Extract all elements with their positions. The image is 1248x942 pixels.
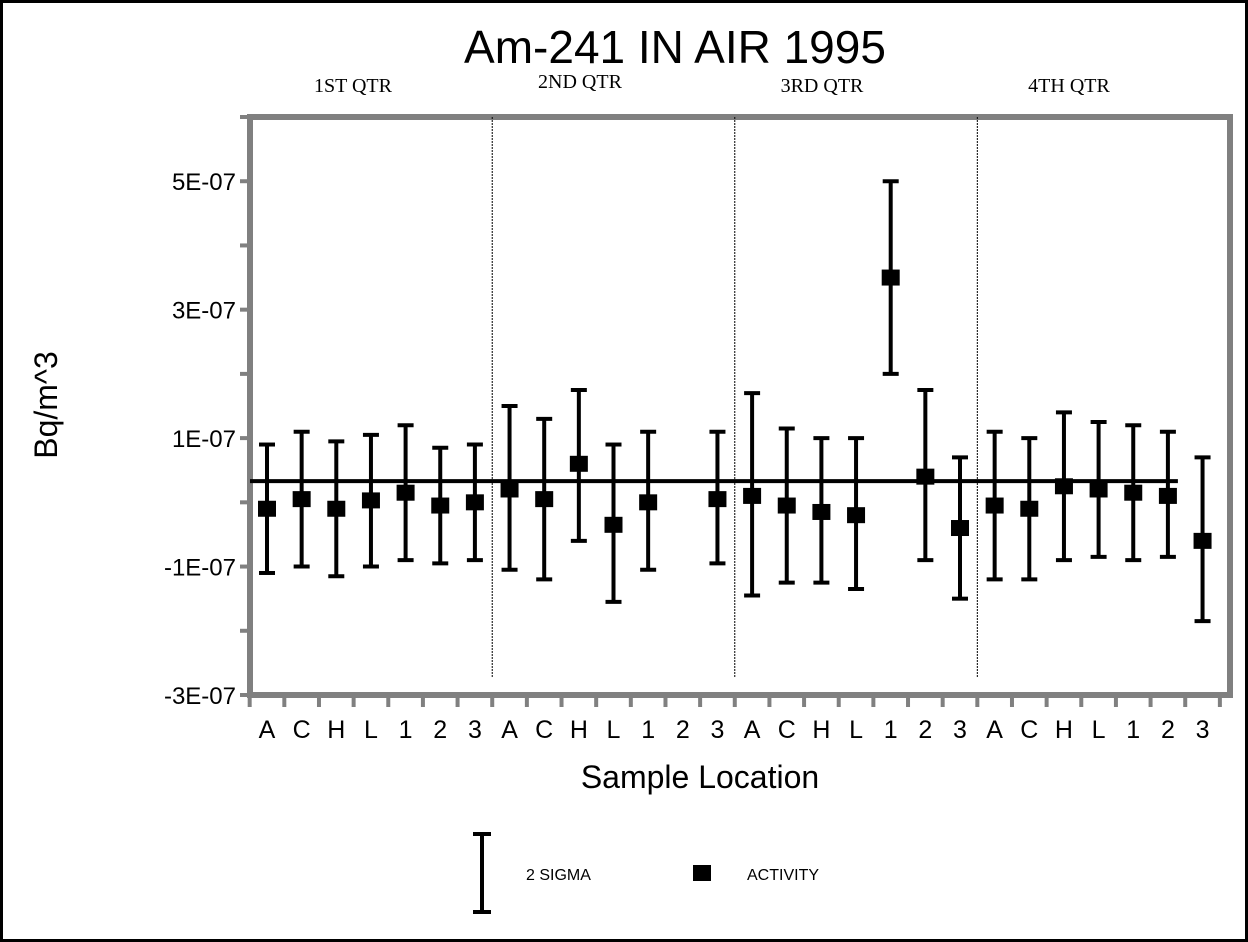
- x-tick-label: 2: [918, 716, 932, 744]
- activity-point: [881, 269, 900, 286]
- quarter-labels: 1ST QTR 2ND QTR 3RD QTR 4TH QTR: [314, 71, 1110, 97]
- x-tick-label: 3: [953, 716, 967, 744]
- activity-point: [500, 481, 519, 498]
- x-tick-label: C: [535, 716, 553, 744]
- legend-square-icon: [693, 865, 711, 881]
- quarter-label-4: 4TH QTR: [1028, 75, 1110, 97]
- activity-point: [1020, 500, 1039, 517]
- y-tick-label: -3E-07: [164, 683, 236, 710]
- activity-point: [361, 492, 380, 509]
- activity-point: [1193, 532, 1212, 549]
- x-tick-label: L: [849, 716, 863, 744]
- activity-point: [327, 500, 346, 517]
- x-tick-label: L: [364, 716, 378, 744]
- activity-point: [465, 494, 484, 511]
- activity-point: [1054, 478, 1073, 495]
- activity-point: [985, 497, 1004, 514]
- x-tick-label: H: [1055, 716, 1073, 744]
- x-tick-label: A: [986, 716, 1003, 744]
- activity-point: [951, 520, 969, 537]
- legend-item-2-sigma: 2 SIGMA: [473, 832, 591, 914]
- x-tick-label: 2: [433, 716, 447, 744]
- activity-point: [431, 497, 450, 514]
- activity-point: [535, 491, 554, 508]
- x-tick-label: 1: [641, 716, 655, 744]
- quarter-label-2: 2ND QTR: [538, 71, 623, 93]
- activity-point: [812, 503, 831, 520]
- activity-point: [847, 507, 866, 524]
- x-tick-label: 1: [884, 716, 898, 744]
- legend: 2 SIGMA ACTIVITY: [473, 832, 819, 914]
- quarter-label-3: 3RD QTR: [781, 75, 864, 97]
- x-tick-label: H: [327, 716, 345, 744]
- activity-point: [1158, 487, 1177, 504]
- legend-item-activity: ACTIVITY: [693, 865, 819, 884]
- x-tick-label: 3: [1196, 716, 1210, 744]
- activity-point: [777, 497, 796, 514]
- x-tick-label: 3: [468, 716, 482, 744]
- x-tick-label: L: [1092, 716, 1106, 744]
- activity-point-layer: [258, 269, 1212, 549]
- quarter-label-1: 1ST QTR: [314, 75, 393, 97]
- activity-point: [639, 494, 658, 511]
- y-tick-label: 1E-07: [172, 426, 236, 453]
- y-axis: 5E-07 3E-07 1E-07 -1E-07 -3E-07: [164, 115, 250, 710]
- x-tick-label: A: [259, 716, 276, 744]
- activity-point: [1089, 481, 1108, 498]
- x-tick-label: H: [812, 716, 830, 744]
- activity-point: [1124, 484, 1143, 501]
- activity-point: [292, 491, 311, 508]
- x-tick-label: 2: [676, 716, 690, 744]
- chart-title: Am-241 IN AIR 1995: [464, 21, 886, 73]
- activity-point: [916, 468, 935, 485]
- y-tick-label: 5E-07: [172, 169, 236, 196]
- y-tick-label: 3E-07: [172, 298, 236, 325]
- x-tick-label: C: [778, 716, 796, 744]
- x-tick-label: A: [501, 716, 518, 744]
- x-tick-label: H: [570, 716, 588, 744]
- legend-label-2-sigma: 2 SIGMA: [526, 867, 591, 884]
- y-tick-label: -1E-07: [164, 555, 236, 582]
- y-axis-label: Bq/m^3: [28, 351, 64, 459]
- activity-point: [604, 516, 623, 533]
- activity-point: [743, 487, 762, 504]
- x-tick-label: A: [744, 716, 761, 744]
- x-tick-label: 2: [1161, 716, 1175, 744]
- x-tick-label: L: [607, 716, 621, 744]
- legend-label-activity: ACTIVITY: [747, 867, 819, 884]
- x-tick-label: C: [1020, 716, 1038, 744]
- x-tick-label: 1: [1126, 716, 1140, 744]
- grid-layer: [491, 117, 978, 677]
- activity-point: [258, 500, 276, 517]
- activity-point: [708, 491, 727, 508]
- x-tick-label: 1: [399, 716, 413, 744]
- activity-point: [569, 455, 588, 472]
- activity-point: [396, 484, 415, 501]
- x-axis-label: Sample Location: [581, 759, 819, 795]
- x-tick-label: C: [293, 716, 311, 744]
- plot-area: [247, 114, 1233, 698]
- x-tick-label: 3: [710, 716, 724, 744]
